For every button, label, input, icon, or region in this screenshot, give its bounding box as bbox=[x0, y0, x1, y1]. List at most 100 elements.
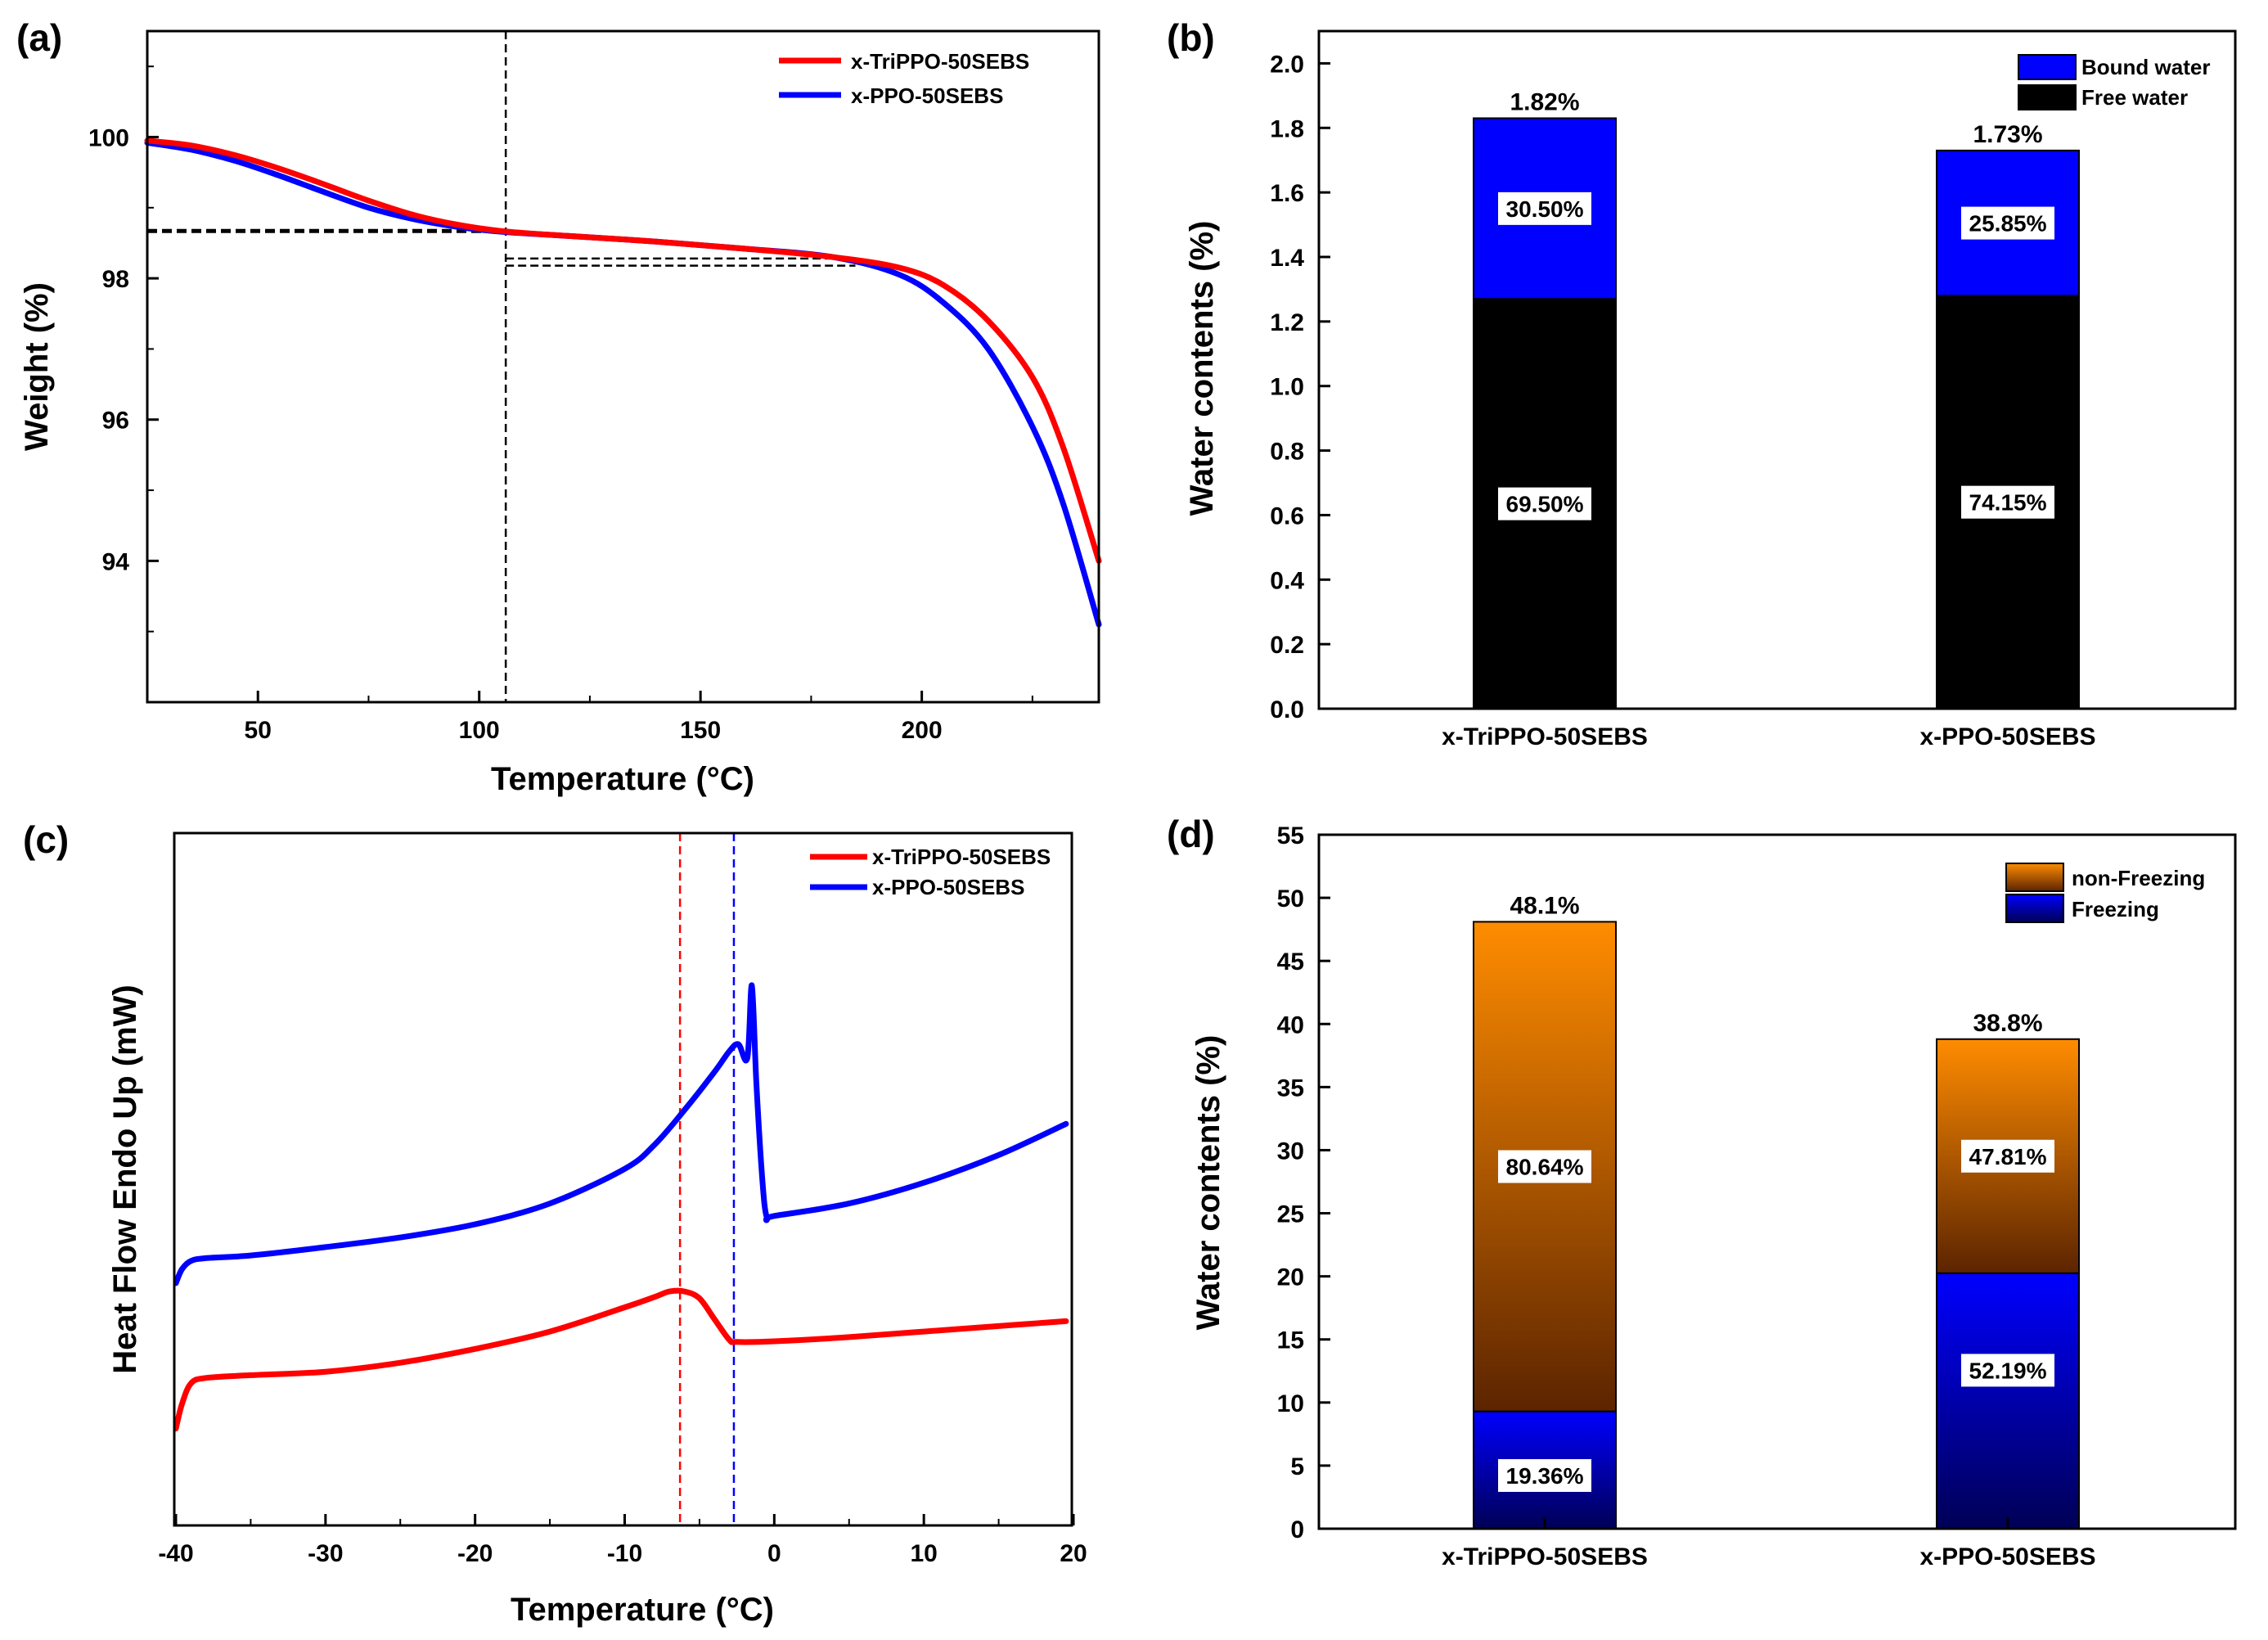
panel-b-legend-swatch-free bbox=[2018, 84, 2077, 110]
panel-a-ytick-label-2: 98 bbox=[102, 266, 129, 293]
panel-c-ticks: -40 -30 -20 -10 0 10 20 bbox=[158, 1514, 1087, 1567]
panel-a-series-line-1 bbox=[144, 139, 1102, 628]
panel-c: (c) -40 -30 -20 -10 0 10 20 Temperature (°C) H… bbox=[23, 818, 1087, 1628]
panel-b-bar-0-seg-1-label-box bbox=[1498, 191, 1591, 225]
panel-c-xtick-label-4: 0 bbox=[767, 1540, 781, 1567]
panel-d-ytick-label-5: 25 bbox=[1277, 1201, 1304, 1228]
panel-b-xtick-label-1: x-PPO-50SEBS bbox=[1919, 723, 2095, 750]
panel-b-ylabel: Water contents (%) bbox=[1184, 221, 1220, 516]
panel-c-xtick-label-5: 10 bbox=[910, 1540, 937, 1567]
panel-c-series-line-0 bbox=[173, 1287, 1069, 1432]
panel-d-ytick-label-7: 35 bbox=[1277, 1075, 1304, 1102]
panel-b-ticks: 0.0 0.2 0.4 0.6 0.8 1.0 1.2 1.4 1.6 1.8 2.0 x-TriPP… bbox=[1270, 51, 2095, 750]
panel-b-label: (b) bbox=[1167, 16, 1215, 59]
panel-a-ylabel: Weight (%) bbox=[19, 282, 55, 451]
panel-d-bar-0-seg-1-label: 80.64% bbox=[1506, 1154, 1584, 1179]
panel-c-xtick-label-1: -30 bbox=[308, 1540, 343, 1567]
panel-a-frame bbox=[146, 29, 1100, 704]
panel-d-ytick-label-2: 10 bbox=[1277, 1390, 1304, 1417]
panel-d-legend-label-nonfreezing: non-Freezing bbox=[2072, 866, 2205, 890]
panel-d-bar-1-seg-1-label-box bbox=[1961, 1139, 2054, 1173]
panel-a: (a) 50 100 150 200 94 96 98 100 Temperature (°C… bbox=[16, 16, 1102, 797]
panel-d-bars: 19.36% 80.64% 48.1% 52.19% 47.81% 38.8% bbox=[1473, 892, 2080, 1530]
panel-b-bar-1-seg-0-label-box bbox=[1961, 485, 2054, 519]
panel-a-ytick-label-3: 100 bbox=[88, 124, 129, 151]
panel-b-frame bbox=[1317, 29, 2237, 710]
panel-d-frame bbox=[1317, 833, 2237, 1530]
panel-c-xlabel: Temperature (°C) bbox=[511, 1592, 774, 1628]
panel-c-ylabel: Heat Flow Endo Up (mW) bbox=[107, 984, 143, 1374]
panel-c-xtick-label-0: -40 bbox=[158, 1540, 193, 1567]
panel-b-ytick-label-8: 1.6 bbox=[1270, 180, 1304, 207]
panel-d-xtick-label-1: x-PPO-50SEBS bbox=[1919, 1543, 2095, 1570]
panel-c-legend-label-1: x-PPO-50SEBS bbox=[872, 875, 1024, 899]
panel-a-ticks: 50 100 150 200 94 96 98 100 bbox=[88, 65, 1033, 744]
panel-a-xtick-label-0: 50 bbox=[245, 717, 272, 744]
panel-a-plot bbox=[144, 137, 1102, 628]
panel-b: (b) 69.50% 30.50% 1.82% 74.15% 25.85% 1.73% 0… bbox=[1167, 16, 2237, 750]
panel-d-ytick-label-9: 45 bbox=[1277, 948, 1304, 975]
panel-a-ytick-label-1: 96 bbox=[102, 408, 129, 435]
panel-d-legend: non-Freezing Freezing bbox=[2005, 863, 2205, 923]
panel-a-xtick-label-2: 150 bbox=[680, 717, 721, 744]
panel-a-ytick-label-0: 94 bbox=[102, 548, 130, 575]
panel-d-legend-label-freezing: Freezing bbox=[2072, 897, 2159, 921]
panel-c-plot bbox=[173, 982, 1069, 1432]
panel-b-bar-0-seg-0-label-box bbox=[1498, 487, 1591, 520]
panel-d: (d) 19.36% 80.64% 48.1% 52.19% 47.81% 38.8% 0… bbox=[1167, 813, 2237, 1570]
panel-d-ytick-label-6: 30 bbox=[1277, 1138, 1304, 1165]
panel-c-frame bbox=[173, 831, 1073, 1527]
panel-b-bar-1-seg-0-label: 74.15% bbox=[1969, 490, 2047, 516]
panel-c-xtick-label-6: 20 bbox=[1060, 1540, 1087, 1567]
panel-d-bar-1-seg-0-label-box bbox=[1961, 1354, 2054, 1387]
panel-b-ytick-label-0: 0.0 bbox=[1270, 696, 1304, 723]
panel-b-bars: 69.50% 30.50% 1.82% 74.15% 25.85% 1.73% bbox=[1473, 88, 2080, 710]
panel-b-bar-0-seg-1-label: 30.50% bbox=[1506, 196, 1584, 222]
panel-b-bar-1-total-label: 1.73% bbox=[1973, 121, 2042, 148]
panel-d-legend-swatch-freezing bbox=[2005, 894, 2064, 923]
panel-d-bar-1-seg-0-label: 52.19% bbox=[1969, 1358, 2047, 1383]
panel-b-xtick-label-0: x-TriPPO-50SEBS bbox=[1442, 723, 1648, 750]
panel-b-bar-1-seg-1-label-box bbox=[1961, 206, 2054, 240]
panel-d-ytick-label-10: 50 bbox=[1277, 885, 1304, 912]
panel-b-legend-swatch-bound bbox=[2018, 54, 2077, 80]
panel-a-legend-label-1: x-PPO-50SEBS bbox=[851, 83, 1003, 108]
panel-d-xtick-label-0: x-TriPPO-50SEBS bbox=[1442, 1543, 1648, 1570]
panel-b-bar-0-total-label: 1.82% bbox=[1510, 88, 1579, 115]
panel-d-ytick-label-8: 40 bbox=[1277, 1011, 1304, 1039]
panel-b-ytick-label-9: 1.8 bbox=[1270, 115, 1304, 142]
panel-b-ytick-label-1: 0.2 bbox=[1270, 632, 1304, 659]
panel-d-ytick-label-3: 15 bbox=[1277, 1327, 1304, 1354]
panel-d-bar-0-total-label: 48.1% bbox=[1510, 892, 1579, 919]
panel-d-label: (d) bbox=[1167, 813, 1215, 855]
panel-d-legend-swatch-nonfreezing bbox=[2005, 863, 2064, 892]
panel-d-ytick-label-1: 5 bbox=[1290, 1453, 1304, 1480]
panel-c-legend-label-0: x-TriPPO-50SEBS bbox=[872, 845, 1051, 869]
panel-c-label: (c) bbox=[23, 818, 69, 861]
panel-c-legend: x-TriPPO-50SEBS x-PPO-50SEBS bbox=[810, 845, 1051, 899]
panel-a-xtick-label-3: 200 bbox=[902, 717, 943, 744]
panel-d-ytick-label-11: 55 bbox=[1277, 822, 1304, 849]
panel-b-ytick-label-6: 1.2 bbox=[1270, 309, 1304, 336]
panel-c-xtick-label-3: -10 bbox=[607, 1540, 642, 1567]
panel-a-guides bbox=[147, 31, 856, 702]
panel-b-ytick-label-5: 1.0 bbox=[1270, 374, 1304, 401]
panel-b-ytick-label-10: 2.0 bbox=[1270, 51, 1304, 78]
panel-b-legend: Bound water Free water bbox=[2018, 54, 2210, 110]
panel-d-ylabel: Water contents (%) bbox=[1190, 1035, 1226, 1331]
panel-a-legend: x-TriPPO-50SEBS x-PPO-50SEBS bbox=[779, 49, 1029, 108]
panel-a-series-line-0 bbox=[144, 137, 1102, 564]
panel-b-ytick-label-4: 0.8 bbox=[1270, 439, 1304, 466]
panel-b-legend-label-free: Free water bbox=[2081, 85, 2188, 110]
panel-a-label: (a) bbox=[16, 16, 62, 59]
panel-d-bar-0-seg-1-label-box bbox=[1498, 1150, 1591, 1183]
panel-c-xtick-label-2: -20 bbox=[457, 1540, 493, 1567]
panel-d-bar-1-seg-1-label: 47.81% bbox=[1969, 1144, 2047, 1169]
panel-b-bar-0-seg-0-label: 69.50% bbox=[1506, 492, 1584, 517]
panel-d-bar-0-seg-0-label: 19.36% bbox=[1506, 1463, 1584, 1489]
panel-a-xtick-label-1: 100 bbox=[459, 717, 500, 744]
panel-d-bar-1-total-label: 38.8% bbox=[1973, 1010, 2042, 1037]
panel-d-ytick-label-4: 20 bbox=[1277, 1264, 1304, 1291]
